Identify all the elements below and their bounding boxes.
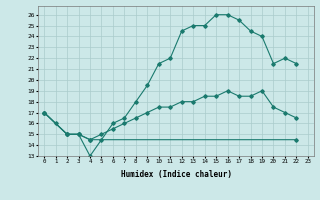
X-axis label: Humidex (Indice chaleur): Humidex (Indice chaleur) [121, 170, 231, 179]
